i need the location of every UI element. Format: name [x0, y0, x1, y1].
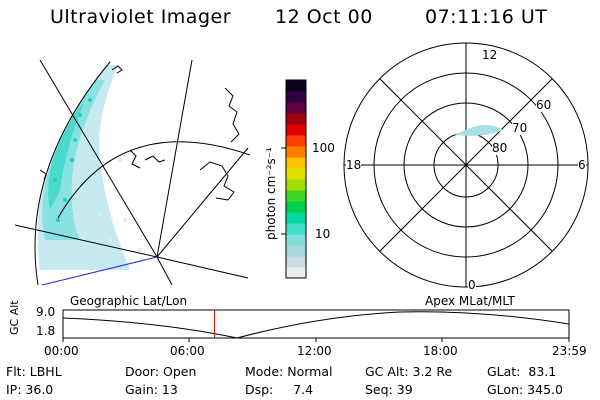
altitude-ytick-max: 9.0: [36, 305, 56, 319]
colorbar-segment: [286, 102, 306, 114]
left-panel-label: Geographic Lat/Lon: [70, 294, 188, 308]
colorbar-segment: [286, 201, 306, 213]
observation-time: 07:11:16 UT: [425, 6, 548, 28]
xtick-0600: 06:00: [170, 344, 205, 358]
gc-alt-info: GC Alt: 3.2 Re: [365, 364, 453, 379]
colorbar-segment: [286, 267, 306, 279]
colorbar-gradient: [286, 80, 306, 279]
colorbar-segment: [286, 113, 306, 125]
colorbar-segment: [286, 146, 306, 158]
xtick-1800: 18:00: [423, 344, 458, 358]
ip-info: IP: 36.0: [6, 382, 54, 397]
colorbar: [281, 79, 307, 279]
glat-info: GLat: 83.1: [487, 364, 557, 379]
mlt-label-0: 0: [468, 278, 476, 292]
colorbar-segment: [286, 91, 306, 103]
mode-info: Mode: Normal: [245, 364, 333, 379]
lat-label-60: 60: [536, 98, 552, 112]
lat-label-80: 80: [492, 141, 508, 155]
colorbar-segment: [286, 245, 306, 257]
xtick-0000: 00:00: [44, 344, 79, 358]
altitude-curve: [62, 311, 570, 339]
colorbar-segment: [286, 135, 306, 147]
colorbar-segment: [286, 168, 306, 180]
altitude-ylabel: GC Alt: [8, 300, 21, 335]
xtick-2359: 23:59: [552, 344, 587, 358]
colorbar-segment: [286, 80, 306, 92]
colorbar-segment: [286, 212, 306, 224]
altitude-ytick-min: 1.8: [36, 324, 56, 338]
xtick-1200: 12:00: [297, 344, 332, 358]
gain-info: Gain: 13: [125, 382, 178, 397]
lat-label-70: 70: [512, 121, 528, 135]
colorbar-tick-100: 100: [312, 141, 335, 155]
coastline: [39, 65, 240, 201]
geographic-image-panel: [14, 59, 251, 286]
instrument-title: Ultraviolet Imager: [50, 6, 232, 28]
colorbar-segment: [286, 124, 306, 136]
auroral-emission: [37, 65, 142, 270]
mlt-label-12: 12: [482, 48, 498, 62]
altitude-timeline: [62, 309, 570, 342]
colorbar-segment: [286, 234, 306, 246]
auroral-oval: [455, 125, 503, 136]
observation-date: 12 Oct 00: [275, 6, 373, 28]
colorbar-segment: [286, 190, 306, 202]
polar-plot: [343, 42, 589, 288]
colorbar-segment: [286, 256, 306, 268]
right-panel-label: Apex MLat/MLT: [425, 294, 515, 308]
colorbar-segment: [286, 179, 306, 191]
colorbar-unit-label: photon cm⁻²s⁻¹: [264, 147, 278, 240]
colorbar-segment: [286, 157, 306, 169]
mlt-label-18: 18: [346, 158, 362, 172]
colorbar-segment: [286, 223, 306, 235]
door-info: Door: Open: [125, 364, 197, 379]
dsp-info: Dsp: 7.4: [245, 382, 314, 397]
mlt-label-6: 6: [578, 158, 586, 172]
filter-info: Flt: LBHL: [6, 364, 62, 379]
glon-info: GLon: 345.0: [487, 382, 563, 397]
seq-info: Seq: 39: [365, 382, 413, 397]
colorbar-tick-10: 10: [315, 227, 331, 241]
